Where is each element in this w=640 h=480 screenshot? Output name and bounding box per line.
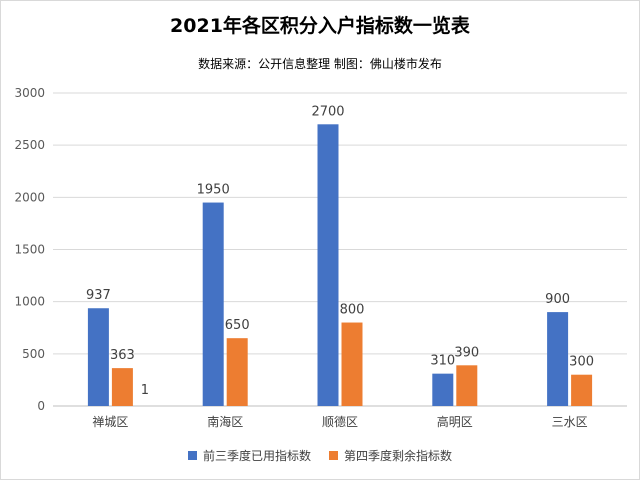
legend-label-series-2: 第四季度剩余指标数: [344, 449, 453, 463]
x-tick-label: 南海区: [207, 414, 243, 429]
data-label-series-2: 650: [225, 318, 250, 333]
data-label-series-1: 310: [430, 354, 455, 369]
y-tick-label: 0: [37, 399, 45, 413]
y-tick-label: 500: [22, 347, 45, 361]
bar-series-2: [456, 365, 478, 406]
y-tick-label: 3000: [14, 86, 45, 100]
x-tick-label: 三水区: [552, 415, 588, 429]
data-label-series-2: 800: [340, 303, 365, 318]
bar-series-1: [432, 373, 454, 406]
data-label-series-1: 1950: [197, 183, 230, 198]
legend-item-series-2: 第四季度剩余指标数: [329, 447, 452, 464]
x-tick-label: 禅城区: [92, 415, 128, 429]
extra-data-label: 1: [141, 383, 149, 398]
y-tick-label: 1500: [14, 243, 45, 257]
y-tick-label: 1000: [14, 295, 45, 309]
legend-item-series-1: 前三季度已用指标数: [187, 447, 311, 464]
y-tick-label: 2500: [14, 138, 45, 152]
data-label-series-2: 390: [454, 345, 479, 360]
data-label-series-2: 300: [569, 355, 594, 370]
data-label-series-1: 900: [545, 292, 570, 307]
bar-series-1: [202, 202, 224, 406]
bar-series-2: [571, 374, 593, 406]
legend-swatch-series-2: [329, 451, 338, 460]
data-label-series-1: 2700: [311, 104, 344, 119]
bar-series-1: [547, 312, 569, 406]
bar-series-1: [317, 124, 339, 407]
data-label-series-1: 937: [86, 288, 111, 303]
y-tick-label: 2000: [14, 190, 45, 204]
legend-label-series-1: 前三季度已用指标数: [202, 449, 311, 463]
x-tick-label: 高明区: [437, 414, 473, 429]
bar-series-1: [87, 308, 109, 406]
chart-subtitle: 数据来源：公开信息整理 制图：佛山楼市发布: [198, 57, 442, 71]
legend-swatch-series-1: [187, 451, 197, 460]
bar-series-2: [226, 338, 248, 406]
x-tick-label: 顺德区: [322, 414, 358, 429]
chart-legend: 前三季度已用指标数 第四季度剩余指标数: [1, 447, 639, 464]
bar-series-2: [111, 368, 133, 406]
data-label-series-2: 363: [110, 348, 135, 363]
chart-title: 2021年各区积分入户指标数一览表: [170, 15, 470, 37]
bar-series-2: [341, 322, 363, 406]
